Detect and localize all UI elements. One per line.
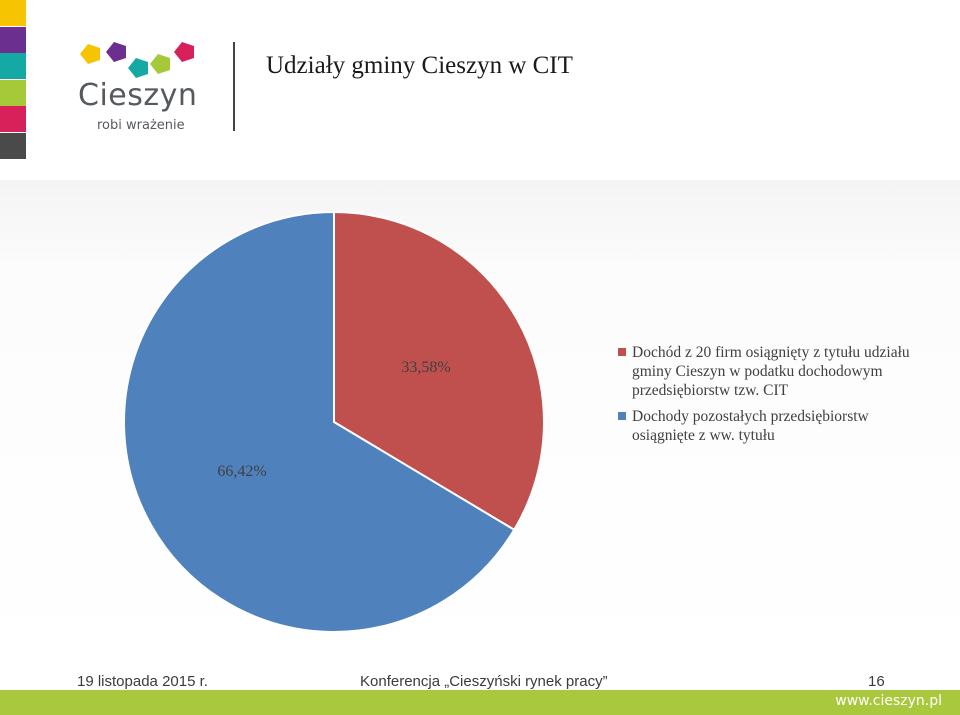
legend-label: Dochód z 20 firm osiągnięty z tytułu udz… [632, 344, 910, 399]
header-divider [233, 42, 235, 131]
strip-block-pink [0, 106, 26, 132]
pie-slice-1 [123, 210, 516, 633]
strip-block-gray [0, 132, 26, 159]
legend-item-other-firms: Dochody pozostałych przedsiębiorstw osią… [618, 407, 918, 445]
footer-page-number: 16 [868, 673, 885, 690]
footer-event: Konferencja „Cieszyński rynek pracy” [360, 673, 608, 690]
logo-word: Cieszyn [78, 78, 198, 113]
chart-area: 33,58% 66,42% [0, 180, 960, 670]
bottom-bar: www.cieszyn.pl [0, 690, 960, 715]
page-title: Udziały gminy Cieszyn w CIT [266, 52, 573, 79]
strip-block-yellow [0, 0, 26, 26]
cieszyn-logo: Cieszyn robi wrażenie [78, 40, 218, 140]
pie-slice-0 [333, 210, 545, 532]
strip-block-purple [0, 26, 26, 53]
legend-swatch-blue [618, 412, 626, 420]
chart-legend: Dochód z 20 firm osiągnięty z tytułu udz… [618, 343, 918, 452]
pie-chart: 33,58% 66,42% [123, 210, 545, 633]
slide-footer: 19 listopada 2015 r. Konferencja „Cieszy… [0, 670, 960, 692]
pie-data-label-0: 33,58% [401, 359, 450, 376]
legend-swatch-red [618, 348, 626, 356]
logo-tagline: robi wrażenie [97, 118, 185, 133]
legend-label: Dochody pozostałych przedsiębiorstw osią… [632, 408, 869, 444]
strip-block-green [0, 79, 26, 106]
strip-block-teal [0, 53, 26, 79]
footer-date: 19 listopada 2015 r. [77, 673, 208, 690]
logo-shape-teal [128, 58, 148, 78]
legend-item-cit-20-firms: Dochód z 20 firm osiągnięty z tytułu udz… [618, 343, 918, 400]
color-strip [0, 0, 26, 165]
logo-shape-pink [174, 42, 194, 62]
logo-shape-yellow [80, 44, 100, 64]
logo-shape-purple [106, 42, 126, 62]
logo-shape-green [150, 54, 170, 74]
pie-data-label-1: 66,42% [217, 463, 266, 480]
logo-shapes-icon [80, 42, 194, 78]
website-link[interactable]: www.cieszyn.pl [835, 693, 942, 709]
